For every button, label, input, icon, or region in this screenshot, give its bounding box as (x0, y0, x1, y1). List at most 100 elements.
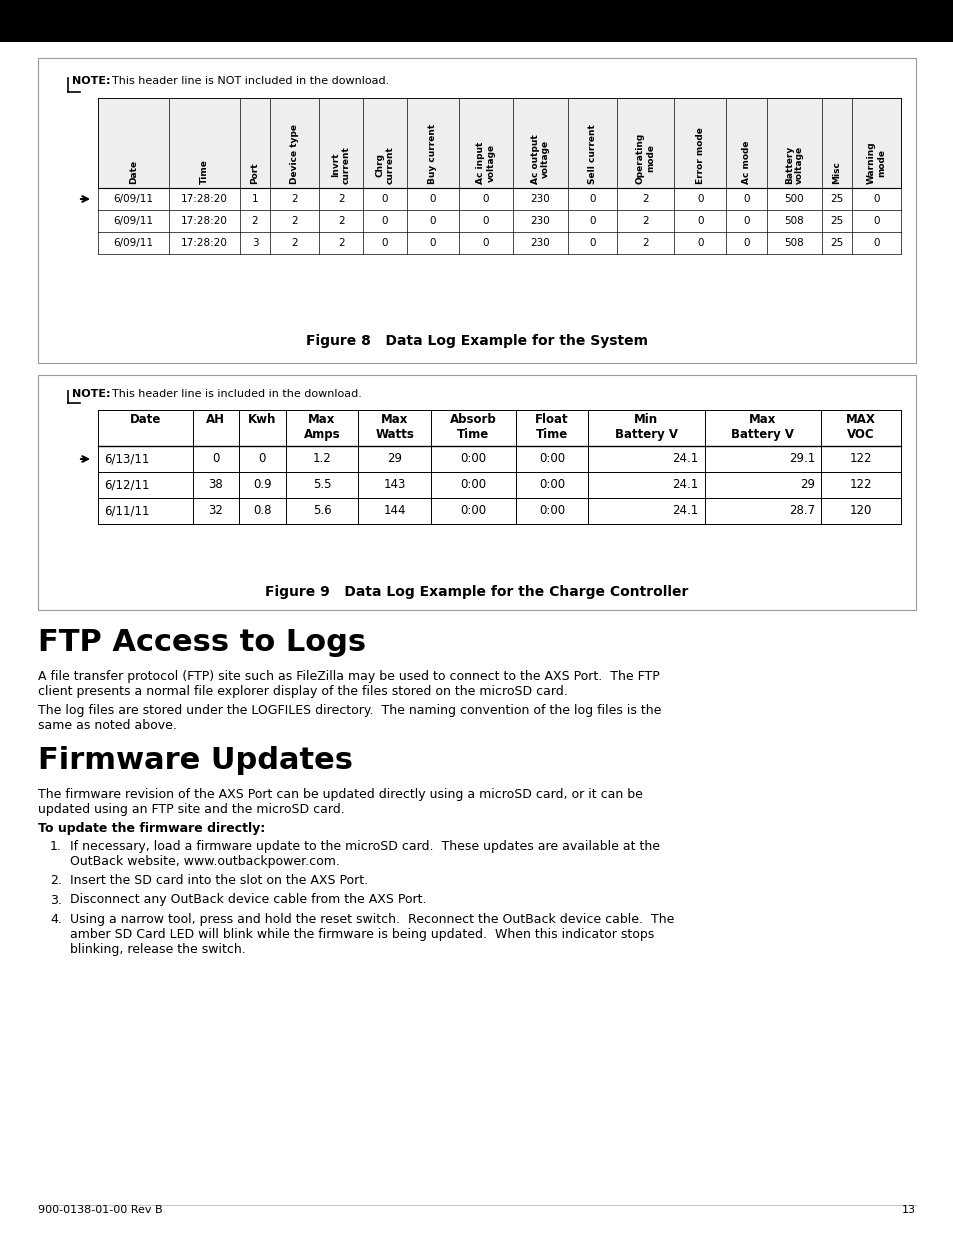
Text: 230: 230 (530, 238, 550, 248)
Text: 25: 25 (829, 238, 842, 248)
Text: 0: 0 (482, 216, 489, 226)
Text: 6/09/11: 6/09/11 (113, 194, 153, 204)
Text: 28.7: 28.7 (788, 505, 814, 517)
Text: 24.1: 24.1 (672, 505, 698, 517)
Text: MAX
VOC: MAX VOC (845, 412, 875, 441)
Text: 29.1: 29.1 (788, 452, 814, 466)
Text: Invrt
current: Invrt current (331, 146, 351, 184)
Text: NOTE:: NOTE: (71, 389, 111, 399)
Bar (98, 188, 900, 210)
Text: 6/09/11: 6/09/11 (113, 238, 153, 248)
Text: 1.2: 1.2 (313, 452, 331, 466)
Text: FTP Access to Logs: FTP Access to Logs (38, 629, 366, 657)
Text: 230: 230 (530, 194, 550, 204)
Bar (38, 58, 915, 363)
Text: Sell current: Sell current (587, 125, 597, 184)
Text: 230: 230 (530, 216, 550, 226)
Text: 120: 120 (849, 505, 871, 517)
Text: 500: 500 (784, 194, 803, 204)
Text: Ac mode: Ac mode (741, 141, 750, 184)
Text: 3: 3 (252, 238, 258, 248)
Text: 0: 0 (589, 194, 595, 204)
Bar (98, 410, 900, 446)
Text: Absorb
Time: Absorb Time (450, 412, 497, 441)
Text: Misc: Misc (831, 161, 841, 184)
Text: 0: 0 (872, 238, 879, 248)
Text: Warning
mode: Warning mode (866, 141, 885, 184)
Text: 0: 0 (482, 238, 489, 248)
Bar (38, 375, 915, 610)
Text: 2: 2 (291, 216, 297, 226)
Text: 13: 13 (901, 1205, 915, 1215)
Text: 38: 38 (209, 478, 223, 492)
Text: 0: 0 (482, 194, 489, 204)
Text: Ac input
voltage: Ac input voltage (476, 142, 495, 184)
Text: 0: 0 (742, 216, 749, 226)
Text: 5.6: 5.6 (313, 505, 331, 517)
Text: 0:00: 0:00 (538, 505, 564, 517)
Text: 1: 1 (252, 194, 258, 204)
Text: 2: 2 (337, 194, 344, 204)
Text: This header line is NOT included in the download.: This header line is NOT included in the … (105, 77, 389, 86)
Text: 2: 2 (641, 238, 648, 248)
Text: 122: 122 (849, 478, 871, 492)
Text: 0.9: 0.9 (253, 478, 272, 492)
Text: 0: 0 (589, 216, 595, 226)
Text: Date: Date (130, 412, 161, 426)
Text: Port: Port (251, 162, 259, 184)
Text: 0: 0 (742, 238, 749, 248)
Text: Error mode: Error mode (695, 127, 704, 184)
Text: 0: 0 (381, 216, 388, 226)
Text: 144: 144 (383, 505, 406, 517)
Text: Max
Battery V: Max Battery V (731, 412, 794, 441)
Text: 0: 0 (589, 238, 595, 248)
Text: 0: 0 (697, 216, 702, 226)
Text: 6/12/11: 6/12/11 (104, 478, 150, 492)
Text: Disconnect any OutBack device cable from the AXS Port.: Disconnect any OutBack device cable from… (70, 893, 426, 906)
Text: Operation: Operation (834, 12, 935, 30)
Text: 0: 0 (429, 216, 436, 226)
Text: 122: 122 (849, 452, 871, 466)
Text: 17:28:20: 17:28:20 (181, 216, 228, 226)
Text: 508: 508 (783, 216, 803, 226)
Text: 0: 0 (258, 452, 266, 466)
Text: 2: 2 (641, 216, 648, 226)
Text: Battery
voltage: Battery voltage (784, 146, 803, 184)
Text: 2: 2 (291, 194, 297, 204)
Text: 25: 25 (829, 216, 842, 226)
Bar (0, 0, 953, 42)
Text: Device type: Device type (290, 124, 299, 184)
Text: 6/11/11: 6/11/11 (104, 505, 150, 517)
Text: Using a narrow tool, press and hold the reset switch.  Reconnect the OutBack dev: Using a narrow tool, press and hold the … (70, 913, 674, 956)
Text: 0: 0 (381, 194, 388, 204)
Text: Insert the SD card into the slot on the AXS Port.: Insert the SD card into the slot on the … (70, 874, 368, 887)
Text: 5.5: 5.5 (313, 478, 331, 492)
Text: 29: 29 (387, 452, 402, 466)
Text: 0.8: 0.8 (253, 505, 272, 517)
Text: 0: 0 (697, 238, 702, 248)
Text: Firmware Updates: Firmware Updates (38, 746, 353, 776)
Text: 0: 0 (872, 216, 879, 226)
Text: 0: 0 (697, 194, 702, 204)
Text: Operating
mode: Operating mode (636, 132, 655, 184)
Text: 2: 2 (337, 216, 344, 226)
Text: 0:00: 0:00 (459, 505, 486, 517)
Text: 2: 2 (337, 238, 344, 248)
Text: 0:00: 0:00 (538, 452, 564, 466)
Text: 24.1: 24.1 (672, 478, 698, 492)
Text: 900-0138-01-00 Rev B: 900-0138-01-00 Rev B (38, 1205, 162, 1215)
Text: AH: AH (206, 412, 225, 426)
Text: Date: Date (129, 159, 138, 184)
Text: 3.: 3. (50, 893, 62, 906)
Text: NOTE:: NOTE: (71, 77, 111, 86)
Text: 0: 0 (429, 238, 436, 248)
Bar (98, 98, 900, 188)
Text: Chrg
current: Chrg current (375, 146, 395, 184)
Text: 0:00: 0:00 (538, 478, 564, 492)
Text: 6/13/11: 6/13/11 (104, 452, 150, 466)
Text: The log files are stored under the LOGFILES directory.  The naming convention of: The log files are stored under the LOGFI… (38, 704, 660, 732)
Text: 32: 32 (208, 505, 223, 517)
Text: A file transfer protocol (FTP) site such as FileZilla may be used to connect to : A file transfer protocol (FTP) site such… (38, 671, 659, 698)
Text: 1.: 1. (50, 840, 62, 853)
Text: 17:28:20: 17:28:20 (181, 194, 228, 204)
